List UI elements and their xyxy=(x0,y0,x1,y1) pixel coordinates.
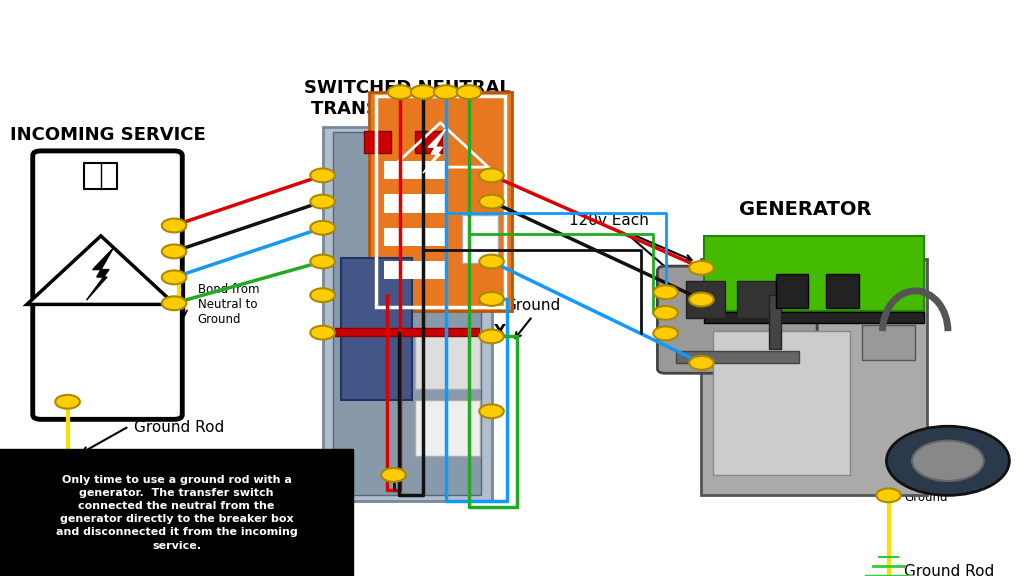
Circle shape xyxy=(653,306,678,320)
Text: BREAKER BOX: BREAKER BOX xyxy=(375,323,506,340)
Bar xyxy=(365,131,391,153)
Circle shape xyxy=(55,395,80,409)
Bar xyxy=(335,328,479,336)
Circle shape xyxy=(479,404,504,418)
Polygon shape xyxy=(86,248,113,300)
Polygon shape xyxy=(423,130,445,173)
Text: Ground: Ground xyxy=(505,298,560,313)
Text: 120v Each: 120v Each xyxy=(569,213,649,228)
Text: Ground Rod: Ground Rod xyxy=(904,564,994,576)
Circle shape xyxy=(653,285,678,299)
Circle shape xyxy=(310,221,335,235)
Circle shape xyxy=(310,326,335,340)
Bar xyxy=(705,236,925,311)
Text: SWITCHED NEUTRAL
TRANSFER SWITCH: SWITCHED NEUTRAL TRANSFER SWITCH xyxy=(304,79,510,118)
Bar xyxy=(84,164,117,189)
Bar xyxy=(705,312,925,323)
Circle shape xyxy=(310,195,335,209)
Bar xyxy=(862,325,915,360)
Bar xyxy=(769,295,781,349)
Bar xyxy=(416,329,479,389)
Circle shape xyxy=(479,329,504,343)
Bar xyxy=(776,274,808,308)
Bar xyxy=(676,351,799,363)
Text: Bond from
Neutral to
Ground: Bond from Neutral to Ground xyxy=(198,283,259,326)
Circle shape xyxy=(310,255,335,268)
Circle shape xyxy=(434,85,459,99)
Circle shape xyxy=(411,85,435,99)
Circle shape xyxy=(479,292,504,306)
Bar xyxy=(415,131,441,153)
Circle shape xyxy=(689,293,714,306)
Bar xyxy=(826,274,859,308)
Circle shape xyxy=(689,356,714,370)
Bar xyxy=(416,400,479,456)
Text: Ground Rod: Ground Rod xyxy=(134,420,224,435)
Circle shape xyxy=(310,289,335,302)
Text: INCOMING SERVICE: INCOMING SERVICE xyxy=(9,126,206,144)
Bar xyxy=(701,259,927,495)
Bar xyxy=(333,132,481,495)
Bar xyxy=(462,215,498,263)
FancyBboxPatch shape xyxy=(33,151,182,419)
Bar xyxy=(384,161,447,179)
Text: GENERATOR: GENERATOR xyxy=(739,200,871,219)
Bar xyxy=(376,96,505,307)
Circle shape xyxy=(162,270,186,284)
Circle shape xyxy=(310,169,335,182)
Circle shape xyxy=(479,169,504,182)
Bar xyxy=(384,228,447,246)
Bar xyxy=(341,258,412,400)
Bar xyxy=(714,331,850,475)
Bar xyxy=(0,449,353,576)
Bar xyxy=(737,281,776,318)
Bar xyxy=(384,261,447,279)
Text: Bond from
Neutral to
Ground: Bond from Neutral to Ground xyxy=(904,461,966,504)
Circle shape xyxy=(162,244,186,258)
Circle shape xyxy=(877,488,901,502)
Circle shape xyxy=(689,261,714,275)
Circle shape xyxy=(162,297,186,310)
Circle shape xyxy=(912,441,984,481)
Circle shape xyxy=(162,219,186,232)
Circle shape xyxy=(653,327,678,340)
Circle shape xyxy=(388,85,413,99)
Circle shape xyxy=(887,426,1010,495)
Text: Neutral: Neutral xyxy=(663,308,720,323)
Circle shape xyxy=(479,195,504,209)
Polygon shape xyxy=(27,236,175,304)
Bar xyxy=(369,92,512,311)
Bar xyxy=(384,194,447,213)
Text: Only time to use a ground rod with a
generator.  The transfer switch
connected t: Only time to use a ground rod with a gen… xyxy=(55,475,298,551)
Circle shape xyxy=(381,468,406,482)
Circle shape xyxy=(479,255,504,268)
Bar xyxy=(686,281,725,318)
FancyBboxPatch shape xyxy=(657,266,817,373)
Bar xyxy=(323,127,492,501)
Circle shape xyxy=(457,85,481,99)
